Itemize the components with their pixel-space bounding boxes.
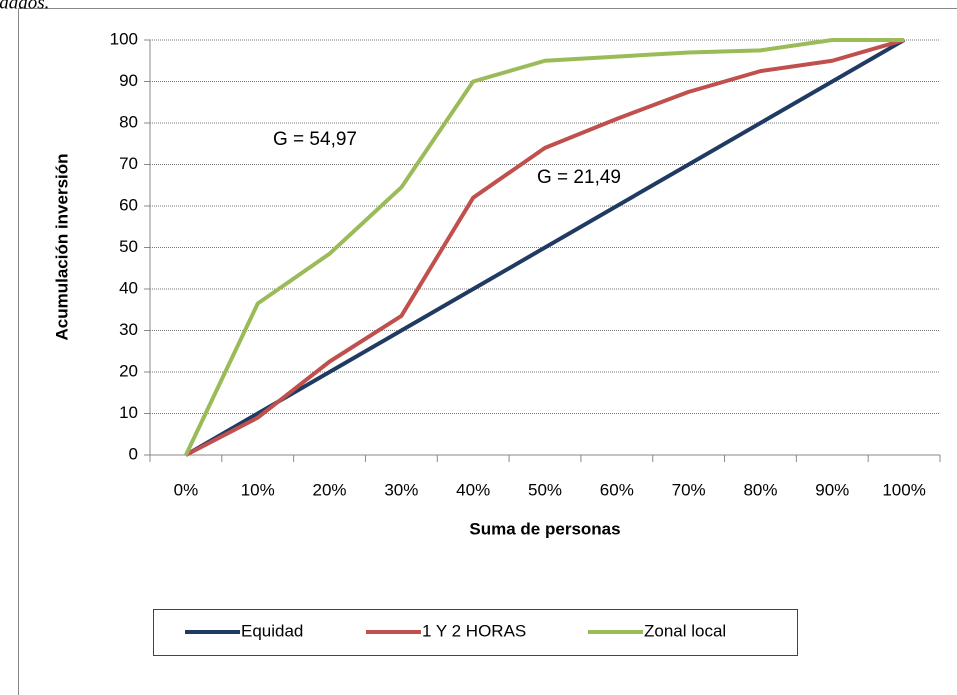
x-axis-title: Suma de personas (469, 519, 620, 538)
y-tick-label: 40 (119, 278, 138, 297)
y-tick-label: 60 (119, 195, 138, 214)
y-tick-label: 90 (119, 71, 138, 90)
x-tick-label: 0% (174, 480, 199, 499)
x-tick-label: 50% (528, 480, 562, 499)
series-line (184, 38, 906, 457)
y-tick-label: 30 (119, 320, 138, 339)
x-tick-label: 40% (456, 480, 490, 499)
x-tick-label: 20% (313, 480, 347, 499)
legend-box (153, 609, 798, 656)
y-tick-label: 10 (119, 403, 138, 422)
legend-label: Zonal local (644, 621, 726, 640)
x-tick-label: 100% (882, 480, 925, 499)
x-tick-label: 60% (600, 480, 634, 499)
annotation: G = 21,49 (537, 167, 621, 188)
legend-label: 1 Y 2 HORAS (422, 621, 526, 640)
y-tick-label: 50 (119, 237, 138, 256)
caption-fragment: idados. (0, 0, 49, 13)
series-line (184, 38, 905, 456)
y-tick-label: 20 (119, 361, 138, 380)
x-tick-label: 30% (384, 480, 418, 499)
x-tick-label: 90% (815, 480, 849, 499)
legend-label: Equidad (241, 621, 303, 640)
y-tick-label: 100 (110, 29, 138, 48)
x-tick-label: 70% (672, 480, 706, 499)
y-axis-title: Acumulación inversión (52, 153, 71, 340)
series-line (184, 38, 905, 457)
y-tick-label: 0 (129, 444, 138, 463)
chart-border (18, 8, 957, 695)
y-tick-label: 80 (119, 112, 138, 131)
y-tick-label: 70 (119, 154, 138, 173)
x-tick-label: 10% (241, 480, 275, 499)
annotation: G = 54,97 (273, 129, 357, 150)
x-tick-label: 80% (743, 480, 777, 499)
